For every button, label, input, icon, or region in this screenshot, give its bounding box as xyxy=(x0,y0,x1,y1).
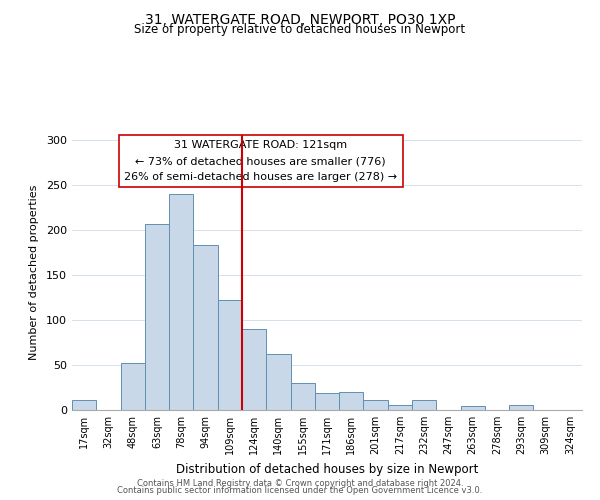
Text: 31, WATERGATE ROAD, NEWPORT, PO30 1XP: 31, WATERGATE ROAD, NEWPORT, PO30 1XP xyxy=(145,12,455,26)
Bar xyxy=(218,300,242,410)
Bar xyxy=(461,406,485,410)
Bar xyxy=(169,194,193,410)
Bar xyxy=(339,392,364,410)
Bar xyxy=(290,383,315,410)
Bar xyxy=(388,404,412,410)
Bar xyxy=(145,224,169,410)
Text: Contains public sector information licensed under the Open Government Licence v3: Contains public sector information licen… xyxy=(118,486,482,495)
Bar xyxy=(509,406,533,410)
X-axis label: Distribution of detached houses by size in Newport: Distribution of detached houses by size … xyxy=(176,462,478,475)
Bar xyxy=(72,400,96,410)
Bar xyxy=(315,393,339,410)
Text: 31 WATERGATE ROAD: 121sqm
← 73% of detached houses are smaller (776)
26% of semi: 31 WATERGATE ROAD: 121sqm ← 73% of detac… xyxy=(124,140,397,181)
Bar xyxy=(266,354,290,410)
Bar xyxy=(121,363,145,410)
Bar xyxy=(193,245,218,410)
Bar xyxy=(412,400,436,410)
Text: Contains HM Land Registry data © Crown copyright and database right 2024.: Contains HM Land Registry data © Crown c… xyxy=(137,478,463,488)
Text: Size of property relative to detached houses in Newport: Size of property relative to detached ho… xyxy=(134,24,466,36)
Y-axis label: Number of detached properties: Number of detached properties xyxy=(29,185,39,360)
Bar xyxy=(242,329,266,410)
Bar xyxy=(364,400,388,410)
